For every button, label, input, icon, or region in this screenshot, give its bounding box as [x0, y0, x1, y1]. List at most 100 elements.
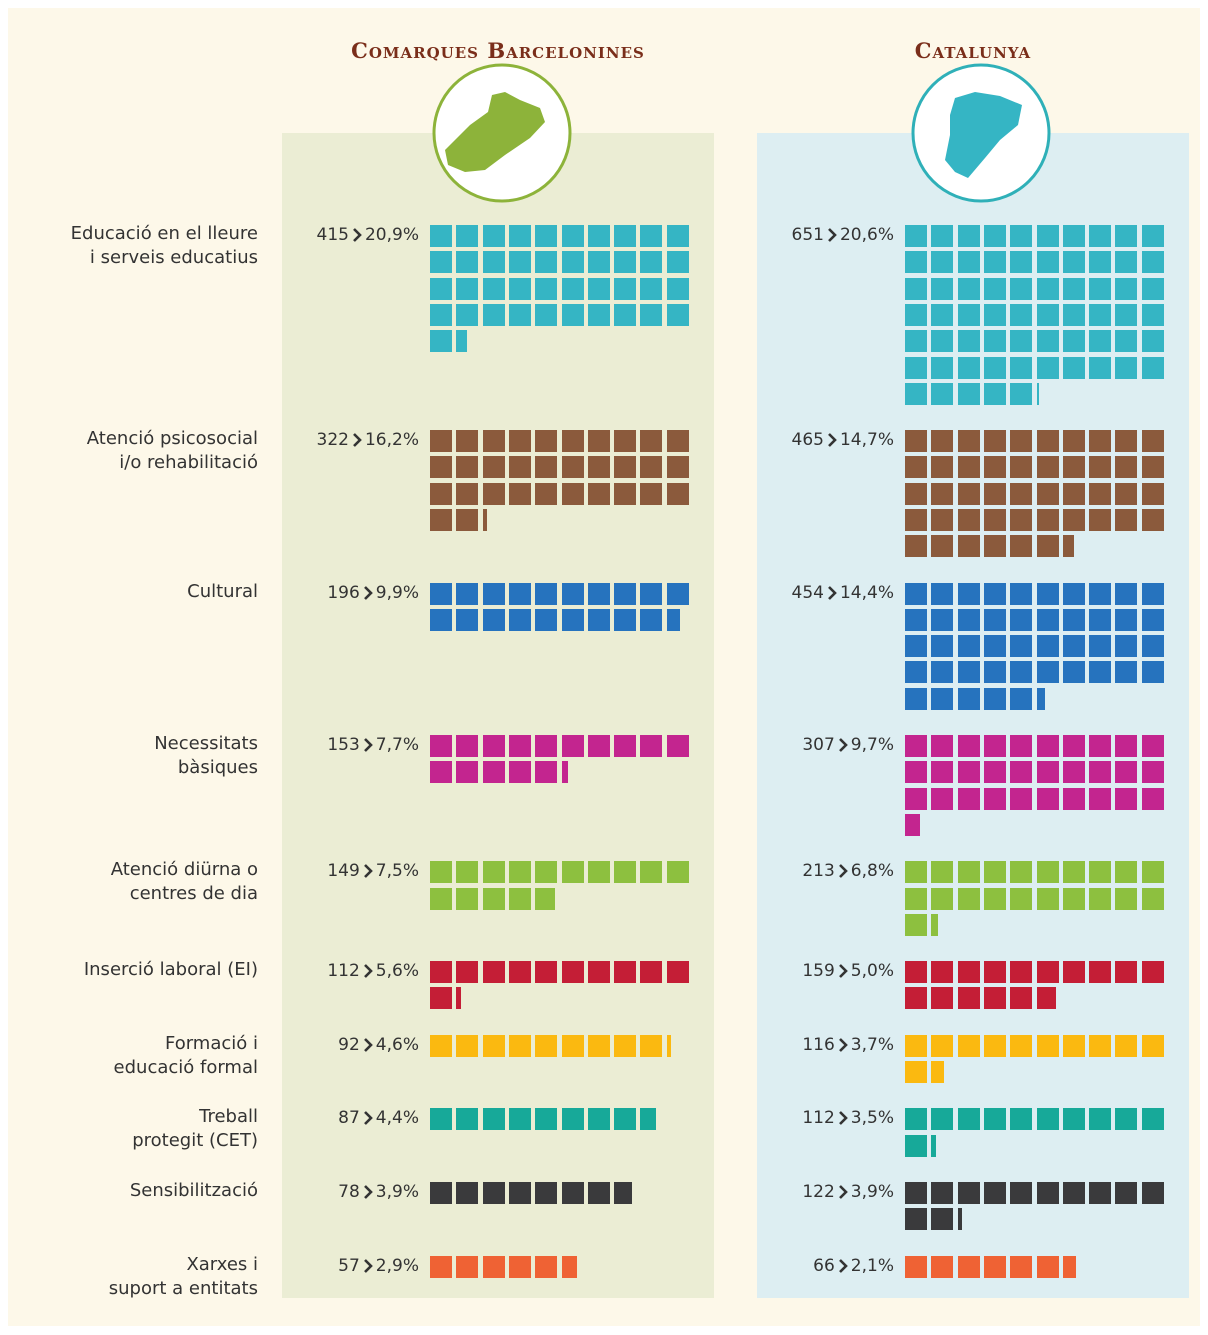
square — [561, 582, 584, 605]
square — [666, 456, 689, 479]
square — [640, 608, 663, 631]
square — [983, 1182, 1006, 1204]
square — [1036, 535, 1059, 558]
square — [1141, 430, 1164, 453]
square — [535, 430, 558, 453]
square — [957, 761, 980, 784]
square — [456, 456, 479, 479]
square — [1089, 661, 1112, 684]
square — [666, 582, 689, 605]
square — [1036, 787, 1059, 810]
square — [905, 887, 927, 910]
share: 2,1% — [850, 1255, 894, 1276]
square — [931, 456, 954, 479]
separator — [363, 738, 373, 753]
square — [957, 987, 980, 1010]
separator — [828, 228, 837, 242]
square — [931, 987, 954, 1010]
separator — [363, 864, 373, 879]
separator — [838, 864, 848, 879]
square — [931, 635, 954, 658]
square — [1141, 225, 1164, 247]
square — [905, 1134, 927, 1157]
value: 651 — [791, 225, 824, 245]
value: 78 — [338, 1182, 360, 1202]
category-label: Atenció psicosocial i/o rehabilitació — [86, 428, 258, 474]
square — [535, 887, 555, 910]
square — [905, 225, 927, 247]
square — [1010, 608, 1033, 631]
square — [1010, 356, 1033, 379]
square — [1036, 887, 1059, 910]
square — [1089, 330, 1112, 353]
value-label: 196 9,9% — [219, 581, 419, 605]
share: 16,2% — [364, 430, 419, 451]
square — [1141, 251, 1164, 274]
square — [1036, 456, 1059, 479]
square — [905, 861, 927, 884]
square — [456, 1108, 479, 1131]
square — [482, 251, 505, 274]
separator — [838, 1258, 848, 1273]
square — [508, 582, 531, 605]
separator — [828, 433, 837, 448]
square — [430, 1108, 452, 1131]
square — [430, 1034, 452, 1057]
square — [1010, 1108, 1033, 1131]
square — [1089, 277, 1112, 300]
map-icons — [432, 63, 1051, 203]
square — [508, 430, 531, 453]
square — [957, 661, 980, 684]
square — [1089, 735, 1112, 758]
square — [666, 277, 689, 300]
separator — [363, 1037, 373, 1052]
square — [456, 482, 479, 505]
value-label: 122 3,9% — [694, 1180, 894, 1204]
square — [640, 303, 663, 326]
square — [957, 735, 980, 758]
square — [1010, 535, 1033, 558]
square — [430, 1182, 452, 1204]
square — [456, 330, 468, 353]
separator — [838, 1111, 848, 1126]
square — [587, 1108, 610, 1131]
value: 116 — [802, 1034, 835, 1055]
square — [1089, 303, 1112, 326]
square — [905, 961, 927, 984]
square — [905, 535, 927, 558]
value-label: 57 2,9% — [219, 1254, 419, 1278]
square — [1115, 861, 1138, 884]
square — [1141, 787, 1164, 810]
square — [666, 303, 689, 326]
square — [1062, 356, 1085, 379]
panel — [757, 133, 1189, 1298]
square — [931, 1182, 954, 1204]
square — [957, 1182, 980, 1204]
separator — [353, 228, 362, 242]
square — [1062, 761, 1085, 784]
square — [666, 608, 680, 631]
square — [482, 1108, 505, 1131]
square — [1115, 330, 1138, 353]
square — [931, 761, 954, 784]
square — [931, 303, 954, 326]
value: 465 — [791, 430, 824, 451]
square — [456, 1255, 479, 1278]
square — [957, 535, 980, 558]
square — [1115, 1034, 1138, 1057]
square — [535, 1108, 558, 1131]
square — [1089, 608, 1112, 631]
square — [1036, 482, 1059, 505]
square — [957, 225, 980, 247]
square — [983, 887, 1006, 910]
square — [1141, 482, 1164, 505]
value: 112 — [327, 961, 360, 982]
square — [1062, 635, 1085, 658]
square — [931, 687, 954, 710]
separator — [838, 1037, 848, 1052]
value-label: 112 5,6% — [219, 959, 419, 983]
square — [587, 961, 610, 984]
square — [535, 735, 558, 758]
square — [1141, 508, 1164, 531]
square — [614, 456, 637, 479]
